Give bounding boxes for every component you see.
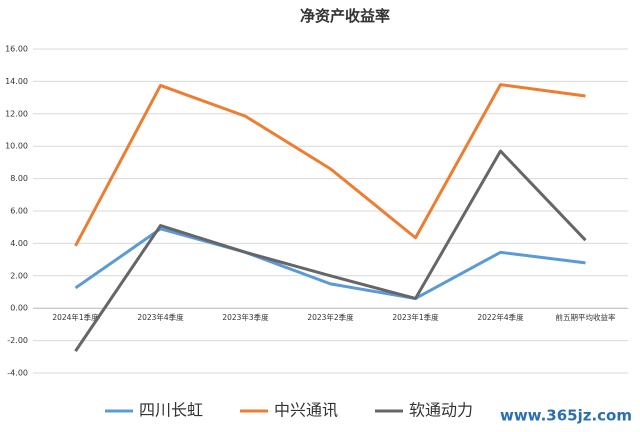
x-tick-label: 2023年2季度 bbox=[307, 312, 354, 322]
y-tick-label: -2.00 bbox=[7, 336, 28, 345]
y-tick-label: 12.00 bbox=[5, 109, 28, 118]
x-tick-label: 前五期平均收益率 bbox=[556, 312, 616, 322]
watermark: www.365jz.com bbox=[500, 407, 632, 425]
y-tick-label: 10.00 bbox=[5, 142, 28, 151]
x-tick-label: 2024年1季度 bbox=[52, 312, 99, 322]
y-tick-label: -4.00 bbox=[7, 369, 28, 378]
x-tick-label: 2023年3季度 bbox=[222, 312, 269, 322]
legend-label: 软通动力 bbox=[409, 401, 473, 420]
x-tick-label: 2022年4季度 bbox=[477, 312, 524, 322]
x-tick-label: 2023年1季度 bbox=[392, 312, 439, 322]
y-tick-label: 6.00 bbox=[10, 207, 28, 216]
y-tick-label: 16.00 bbox=[5, 45, 28, 54]
legend-label: 四川长虹 bbox=[139, 401, 203, 420]
y-tick-label: 4.00 bbox=[10, 239, 28, 248]
series-line bbox=[74, 83, 586, 247]
y-tick-label: 14.00 bbox=[5, 77, 28, 86]
series-line bbox=[74, 227, 586, 300]
legend-label: 中兴通讯 bbox=[274, 401, 338, 420]
series-line bbox=[74, 149, 587, 352]
y-tick-label: 2.00 bbox=[10, 271, 28, 280]
x-tick-label: 2023年4季度 bbox=[137, 312, 184, 322]
y-tick-label: 0.00 bbox=[10, 304, 28, 313]
chart-title: 净资产收益率 bbox=[300, 7, 390, 25]
y-tick-label: 8.00 bbox=[10, 174, 28, 183]
